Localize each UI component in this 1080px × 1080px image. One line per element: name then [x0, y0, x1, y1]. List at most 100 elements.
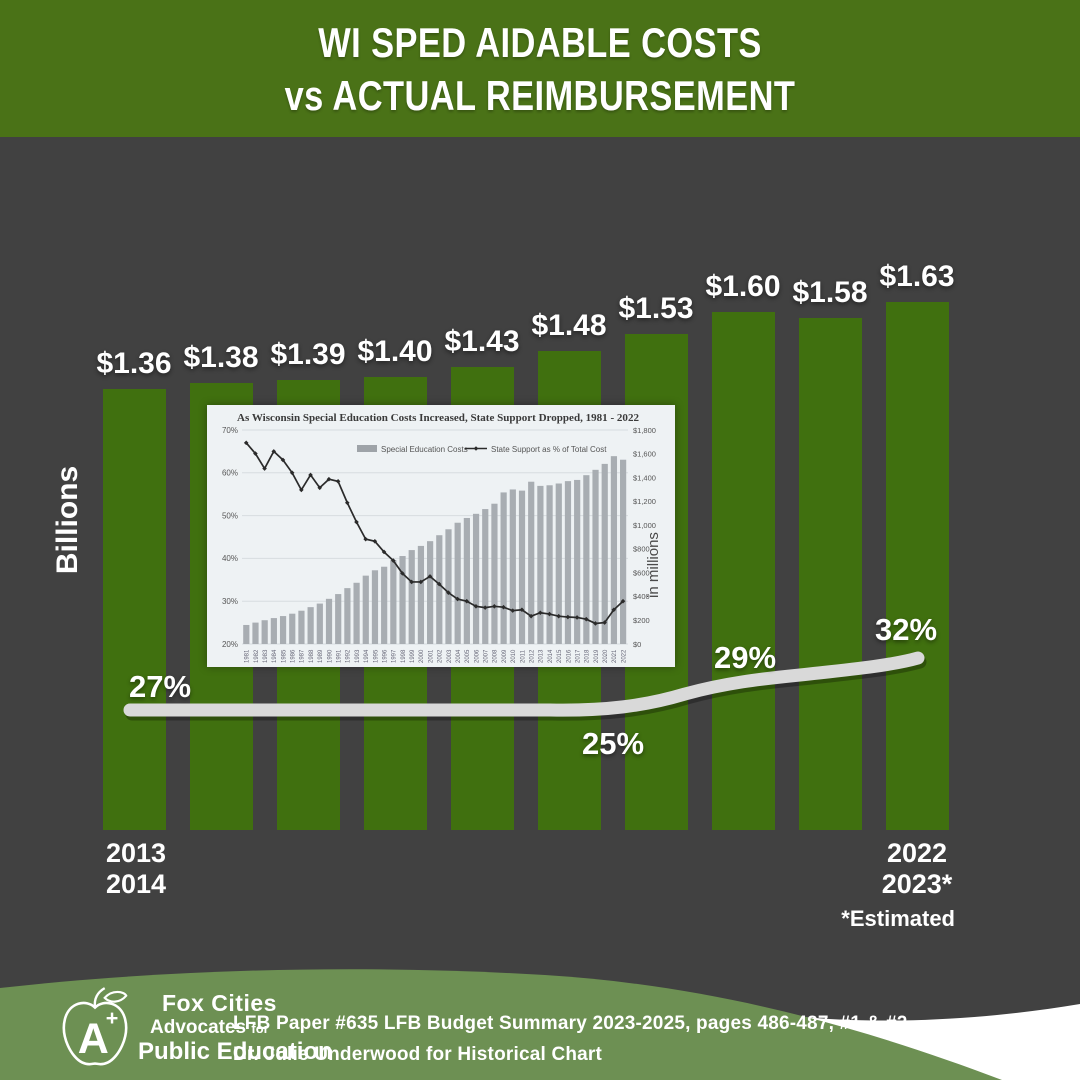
x-label-last-line1: 2022 — [886, 838, 948, 868]
inset-year-tick: 2021 — [612, 649, 618, 663]
inset-line-marker — [464, 598, 470, 604]
inset-right-tick: $1,000 — [633, 521, 656, 530]
inset-year-tick: 2006 — [474, 649, 480, 663]
inset-left-tick: 30% — [222, 597, 238, 606]
inset-year-tick: 1995 — [373, 649, 379, 663]
inset-cost-bar — [289, 613, 296, 644]
inset-right-tick: $1,600 — [633, 450, 656, 459]
pct-label-2023: 32% — [874, 612, 938, 647]
inset-line-marker — [501, 604, 506, 610]
inset-cost-bar — [583, 475, 590, 644]
inset-year-tick: 2010 — [511, 649, 517, 663]
inset-cost-bar — [537, 485, 544, 644]
inset-year-tick: 2000 — [419, 649, 425, 663]
cost-bar-label: $1.60 — [705, 270, 781, 303]
inset-cost-bar — [592, 469, 599, 644]
inset-year-tick: 1994 — [364, 649, 370, 663]
inset-line-marker — [390, 558, 396, 563]
citation-line1: LFB Paper #635 LFB Budget Summary 2023-2… — [233, 1013, 908, 1034]
inset-line-marker — [446, 590, 451, 595]
inset-year-tick: 2011 — [520, 649, 526, 663]
inset-cost-bar — [472, 513, 480, 644]
inset-cost-bar — [371, 570, 379, 644]
inset-cost-bar — [564, 481, 572, 644]
inset-cost-bar — [491, 503, 498, 644]
inset-cost-bar — [509, 489, 516, 644]
inset-line-marker — [620, 598, 626, 604]
svg-text:A: A — [78, 1015, 109, 1063]
inset-cost-bar — [436, 535, 443, 644]
inset-right-axis-label: in millions — [645, 532, 662, 598]
footer-green-band — [0, 969, 1002, 1080]
logo-text: Fox Cities Advocates for Public Educatio… — [138, 992, 333, 1064]
inset-left-tick: 20% — [222, 640, 238, 649]
citation: LFB Paper #635 LFB Budget Summary 2023-2… — [233, 1008, 908, 1070]
inset-line-marker — [418, 579, 424, 585]
inset-year-tick: 1982 — [254, 649, 260, 663]
x-label-last: 2022 2023* — [837, 838, 997, 900]
cost-bar-label: $1.63 — [879, 260, 955, 293]
cost-bar — [799, 318, 862, 830]
inset-year-tick: 2015 — [557, 649, 563, 663]
inset-year-tick: 1985 — [281, 649, 287, 663]
inset-line-marker — [565, 614, 571, 620]
inset-cost-bar — [546, 485, 553, 644]
inset-cost-bar — [381, 566, 388, 644]
inset-cost-bar — [408, 550, 415, 644]
inset-year-tick: 2007 — [484, 649, 490, 663]
inset-line-marker — [583, 616, 589, 622]
inset-cost-bar — [353, 582, 360, 644]
inset-year-tick: 2002 — [438, 649, 444, 663]
inset-right-tick: $400 — [633, 592, 650, 601]
inset-legend-line-label: State Support as % of Total Cost — [491, 445, 607, 454]
logo-line3: Public Education — [138, 1038, 333, 1065]
logo-advocates: Advocates — [150, 1017, 247, 1038]
inset-cost-bar — [574, 479, 581, 644]
x-label-first: 2013 2014 — [56, 838, 216, 900]
inset-cost-bar — [518, 490, 526, 644]
inset-cost-bar — [427, 541, 434, 644]
inset-line-marker — [354, 519, 359, 525]
inset-cost-bar — [528, 481, 535, 644]
footer-swoosh — [0, 969, 1080, 1080]
cost-bar — [886, 302, 949, 830]
inset-year-tick: 1997 — [392, 649, 398, 663]
inset-year-tick: 2004 — [456, 649, 462, 663]
inset-year-tick: 1998 — [401, 649, 407, 663]
inset-line-marker — [409, 579, 414, 585]
footer-white-wave — [762, 1004, 1080, 1080]
cost-bar-label: $1.39 — [270, 338, 346, 371]
inset-year-tick: 1981 — [245, 649, 251, 663]
inset-cost-bar — [454, 522, 461, 644]
pct-label-2021: 29% — [713, 640, 777, 675]
inset-left-tick: 50% — [222, 511, 238, 520]
inset-year-tick: 2022 — [621, 649, 627, 663]
inset-cost-bar — [390, 560, 397, 644]
inset-line-marker — [363, 536, 368, 542]
inset-year-tick: 2008 — [493, 649, 499, 663]
inset-line-marker — [317, 485, 323, 491]
inset-year-tick: 1991 — [337, 649, 343, 663]
inset-line-marker — [473, 604, 479, 609]
inset-cost-bar — [344, 588, 351, 644]
inset-chart-svg: 70% 60% 50% 40% 30% 20% $1,800 $1,600 $1,400 $1,2… — [207, 405, 675, 667]
inset-line-marker — [436, 581, 442, 587]
inset-right-tick: $0 — [633, 640, 641, 649]
inset-right-tick: $600 — [633, 568, 650, 577]
page-title-line2: vs ACTUAL REIMBURSEMENT — [284, 72, 796, 119]
apple-a-plus-icon: A + — [62, 987, 128, 1066]
inset-left-tick: 60% — [222, 469, 238, 478]
inset-cost-bar — [325, 598, 333, 644]
inset-cost-bar — [252, 622, 259, 644]
inset-year-tick: 2014 — [548, 649, 554, 663]
inset-year-tick: 1983 — [263, 649, 269, 663]
inset-line-marker — [492, 604, 497, 609]
inset-cost-bar — [482, 509, 489, 644]
cost-bar — [103, 389, 166, 830]
inset-cost-bar — [307, 607, 314, 644]
inset-right-tick: $800 — [633, 545, 650, 554]
inset-line-marker — [574, 615, 580, 620]
logo-line1: Fox Cities — [162, 990, 277, 1016]
fox-cities-logo: A + Fox Cities Advocates for Public Educ… — [56, 986, 333, 1070]
estimated-note: *Estimated — [841, 906, 955, 931]
